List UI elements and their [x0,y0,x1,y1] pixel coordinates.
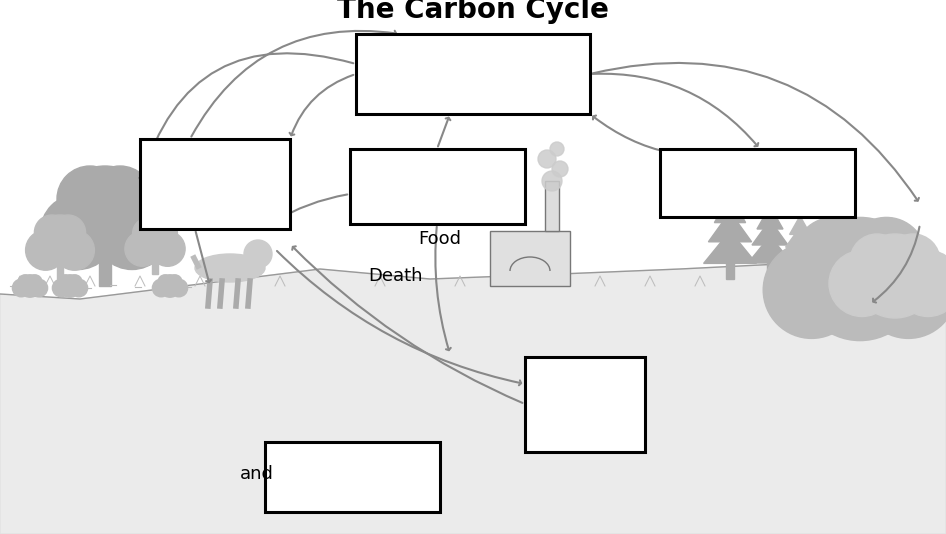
Circle shape [26,230,65,270]
Circle shape [886,234,940,288]
Bar [545,181,559,231]
Circle shape [95,194,169,270]
Circle shape [158,275,172,289]
Circle shape [895,250,946,317]
Circle shape [763,241,860,339]
Polygon shape [782,240,817,262]
Circle shape [829,250,895,317]
Bar [767,258,773,276]
Bar [727,257,733,279]
Circle shape [55,230,95,270]
Circle shape [552,161,568,177]
Bar [490,231,570,286]
Bar [152,253,158,274]
Bar [525,357,645,452]
Circle shape [30,279,47,297]
Circle shape [794,217,873,296]
Circle shape [18,275,32,289]
Bar [797,257,802,272]
Circle shape [67,275,82,289]
Polygon shape [757,206,783,229]
Circle shape [70,279,88,297]
Circle shape [34,215,85,266]
Circle shape [159,275,182,297]
Text: and: and [240,465,274,483]
Bar [350,149,525,224]
Circle shape [27,275,42,289]
Circle shape [542,171,562,191]
Circle shape [87,166,153,232]
Bar [140,139,290,229]
Polygon shape [748,236,792,263]
Circle shape [125,231,160,266]
Circle shape [850,234,904,288]
Circle shape [57,166,123,232]
Bar [99,241,111,286]
Circle shape [52,279,70,297]
Polygon shape [704,231,757,263]
Circle shape [57,166,153,262]
Circle shape [50,215,85,250]
Text: The Carbon Cycle: The Carbon Cycle [337,0,609,24]
Circle shape [12,279,30,297]
Polygon shape [714,195,745,223]
Circle shape [132,218,178,263]
Circle shape [19,275,42,297]
Polygon shape [248,244,262,258]
Circle shape [853,234,937,318]
Circle shape [550,142,564,156]
Bar [265,442,440,512]
Circle shape [244,240,272,268]
Polygon shape [785,227,815,247]
Circle shape [167,275,182,289]
Polygon shape [752,220,788,245]
Text: Death: Death [368,267,423,285]
Polygon shape [790,216,811,234]
Circle shape [152,279,170,297]
Circle shape [147,218,178,249]
Bar [356,34,590,114]
Ellipse shape [195,254,265,282]
Circle shape [798,217,921,341]
Circle shape [132,218,164,249]
Circle shape [58,275,73,289]
Text: Food: Food [418,230,461,248]
Bar [660,149,855,217]
Circle shape [847,217,926,296]
Circle shape [170,279,187,297]
Circle shape [860,241,946,339]
Circle shape [41,194,115,270]
Circle shape [538,150,556,168]
Polygon shape [709,212,752,242]
Circle shape [34,215,70,250]
Bar [57,255,63,279]
Circle shape [59,275,81,297]
Circle shape [150,231,185,266]
